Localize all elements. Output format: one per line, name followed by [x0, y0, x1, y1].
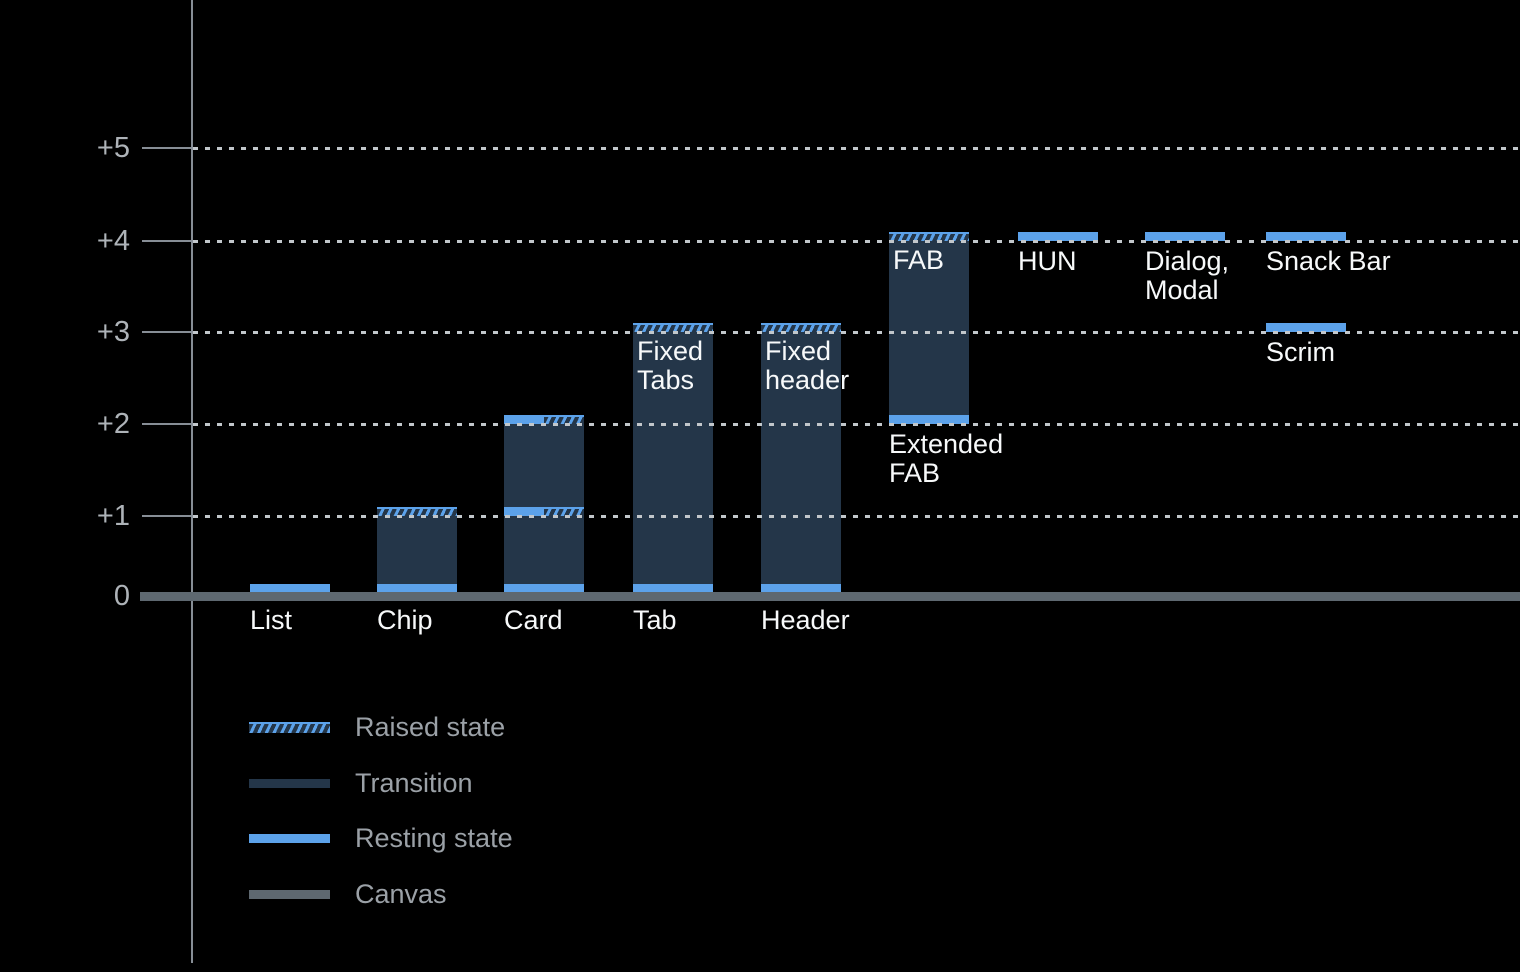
- gridline-3: [193, 331, 1520, 334]
- segment-raised: [761, 323, 841, 332]
- tick-4: [142, 240, 193, 242]
- legend-swatch-canvas: [249, 889, 330, 899]
- gridline-5: [193, 147, 1520, 150]
- tick-label-plus1: +1: [96, 500, 130, 532]
- segment-raised: [633, 323, 713, 332]
- legend-item-transition: Transition: [249, 768, 473, 798]
- segment-transition: [377, 516, 457, 584]
- segment-resting: [1145, 232, 1225, 241]
- tick-5: [142, 147, 193, 149]
- segment-transition: [889, 241, 969, 415]
- segment-resting-raised: [504, 507, 584, 516]
- inner-label-header: Fixed header: [765, 337, 849, 395]
- legend-swatch-transition: [249, 778, 330, 788]
- axis-label-card: Card: [504, 605, 563, 635]
- segment-raised-half: [544, 415, 584, 424]
- below-label-snack-bar: Snack Bar: [1266, 247, 1391, 276]
- axis-label-tab: Tab: [633, 605, 677, 635]
- inner-label-line: FAB: [893, 245, 945, 275]
- tick-1: [142, 515, 193, 517]
- tick-label-zero: 0: [113, 580, 130, 612]
- inner-label-tab: Fixed Tabs: [637, 337, 703, 395]
- axis-label-header: Header: [761, 605, 850, 635]
- canvas-baseline: [140, 592, 1520, 601]
- below-label-line: HUN: [1018, 246, 1077, 276]
- inner-label-line: header: [765, 365, 850, 395]
- inner-label-line: Fixed: [637, 336, 704, 366]
- legend-swatch-raised: [249, 721, 330, 733]
- segment-resting: [1266, 323, 1346, 332]
- below-label-line: FAB: [889, 458, 941, 488]
- y-axis-line: [191, 0, 193, 963]
- segment-resting-raised: [504, 415, 584, 424]
- segment-raised: [889, 232, 969, 241]
- below-label-hun: HUN: [1018, 247, 1077, 276]
- segment-resting: [633, 584, 713, 592]
- inner-label-line: Fixed: [765, 336, 832, 366]
- below-label-line: Extended: [889, 429, 1004, 459]
- below-label-line: Snack Bar: [1266, 246, 1391, 276]
- legend-label-canvas: Canvas: [355, 878, 447, 909]
- below-label-line: Dialog,: [1145, 246, 1230, 276]
- below-label-line: Scrim: [1266, 337, 1335, 367]
- segment-resting: [761, 584, 841, 592]
- below-label-dialog-modal: Dialog, Modal: [1145, 247, 1229, 305]
- below-label-scrim: Scrim: [1266, 338, 1335, 367]
- legend-item-resting-state: Resting state: [249, 823, 513, 853]
- gridline-2: [193, 423, 1520, 426]
- legend-label-raised-state: Raised state: [355, 711, 506, 742]
- legend-label-transition: Transition: [355, 767, 473, 798]
- segment-resting: [377, 584, 457, 592]
- legend-swatch-resting: [249, 833, 330, 843]
- segment-resting: [250, 584, 330, 592]
- axis-label-chip: Chip: [377, 605, 433, 635]
- tick-label-plus5: +5: [96, 132, 130, 164]
- tick-label-plus3: +3: [96, 316, 130, 348]
- legend-item-raised-state: Raised state: [249, 712, 505, 742]
- segment-raised: [377, 507, 457, 516]
- segment-resting: [1266, 232, 1346, 241]
- segment-resting-half: [504, 507, 544, 516]
- axis-label-list: List: [250, 605, 293, 635]
- segment-transition: [761, 332, 841, 584]
- tick-3: [142, 331, 193, 333]
- segment-resting-half: [504, 415, 544, 424]
- segment-resting: [889, 415, 969, 424]
- tick-label-plus4: +4: [96, 225, 130, 257]
- inner-label-line: Tabs: [637, 365, 695, 395]
- below-label-line: Modal: [1145, 275, 1219, 305]
- segment-transition: [633, 332, 713, 584]
- legend-item-canvas: Canvas: [249, 879, 447, 909]
- tick-label-plus2: +2: [96, 408, 130, 440]
- segment-resting: [504, 584, 584, 592]
- segment-resting: [1018, 232, 1098, 241]
- segment-transition: [504, 424, 584, 507]
- segment-raised-half: [544, 507, 584, 516]
- legend-label-resting-state: Resting state: [355, 822, 513, 853]
- segment-transition: [504, 516, 584, 584]
- inner-label-extended-fab: FAB: [893, 246, 944, 275]
- gridline-1: [193, 515, 1520, 518]
- gridline-4: [193, 240, 1520, 243]
- below-label-extended-fab: Extended FAB: [889, 430, 1003, 488]
- tick-2: [142, 423, 193, 425]
